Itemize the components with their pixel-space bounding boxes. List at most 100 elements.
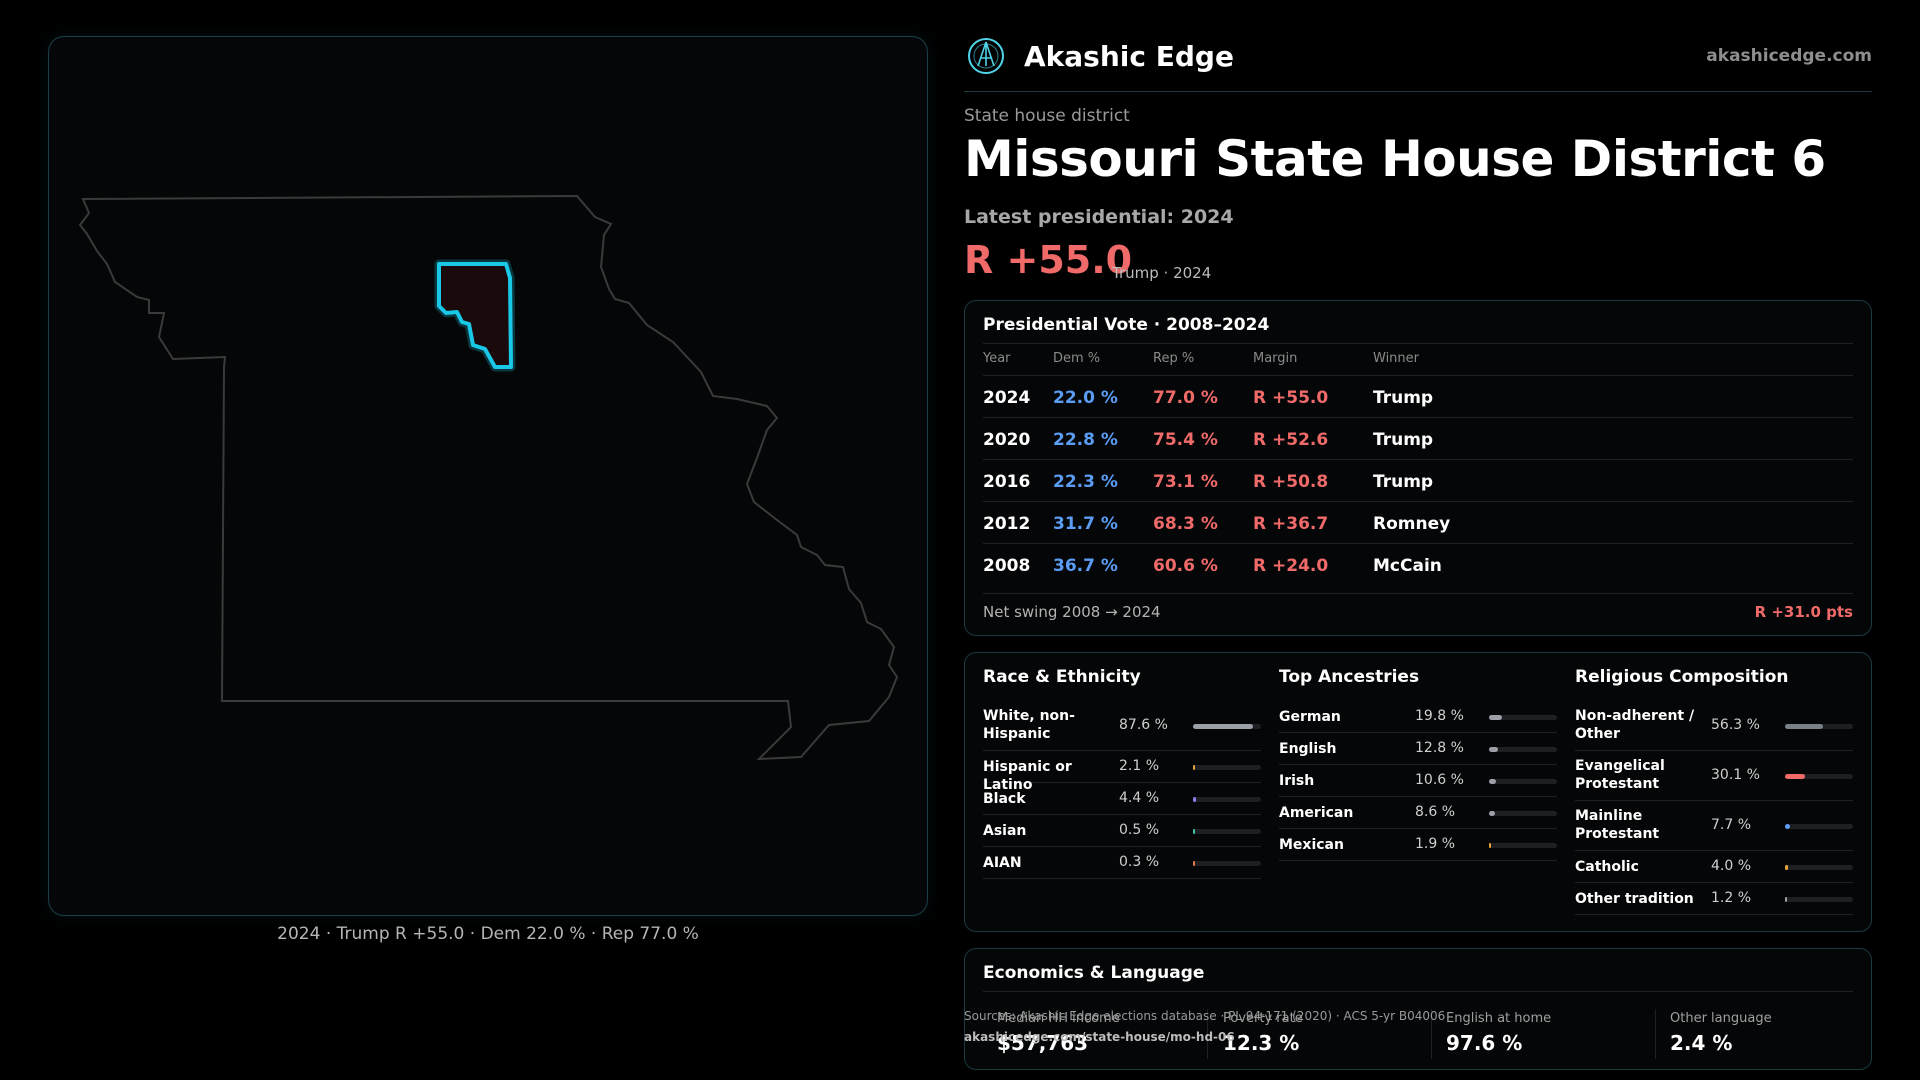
stat-value: $57,763 [997,1031,1089,1055]
percent-bar-fill [1785,824,1791,829]
demographic-label: German [1279,709,1341,725]
district-map[interactable] [48,36,928,916]
stat-value: 12.3 % [1223,1031,1300,1055]
percent-bar-track [1489,747,1557,752]
percent-bar-fill [1489,811,1495,816]
brand-url-link[interactable]: akashicedge.com [1706,46,1872,66]
demographic-percent: 4.0 % [1711,858,1752,874]
percent-bar-track [1489,715,1557,720]
section-title: Race & Ethnicity [983,667,1141,687]
demographic-label: Catholic [1575,859,1639,875]
demographic-row: Other tradition 1.2 % [1575,883,1853,915]
demographic-percent: 2.1 % [1119,758,1160,774]
cell-margin: R +50.8 [1253,472,1329,492]
demographic-percent: 0.5 % [1119,822,1160,838]
cell-year: 2020 [983,430,1031,450]
percent-bar-fill [1489,715,1503,720]
demographic-row: Evangelical Protestant 30.1 % [1575,751,1853,801]
source-url-link[interactable]: akashicedge.com/state-house/mo-hd-06 [964,1030,1235,1044]
percent-bar-fill [1785,897,1787,902]
demographic-row: Asian 0.5 % [983,815,1261,847]
district-type: State house district [964,106,1130,126]
percent-bar-track [1785,897,1853,902]
percent-bar-fill [1785,865,1788,870]
stat-label: English at home [1446,1011,1552,1026]
demographic-label: Black [983,791,1026,807]
percent-bar-track [1785,865,1853,870]
demographic-row: Mexican 1.9 % [1279,829,1557,861]
demographic-row: Hispanic or Latino 2.1 % [983,751,1261,793]
stat-label: Median HH income [997,1011,1120,1026]
percent-bar-track [1489,843,1557,848]
col-header-rep: Rep % [1153,351,1195,366]
divider [983,593,1853,594]
percent-bar-track [1193,765,1261,770]
percent-bar-fill [1193,797,1196,802]
demographic-row: Irish 10.6 % [1279,765,1557,797]
cell-margin: R +24.0 [1253,556,1329,576]
cell-dem: 22.0 % [1053,388,1118,408]
percent-bar-track [1785,774,1853,779]
source-text: Sources: Akashic Edge elections database… [964,1009,1446,1023]
cell-year: 2012 [983,514,1031,534]
cell-year: 2024 [983,388,1031,408]
percent-bar-fill [1193,829,1195,834]
percent-bar-fill [1193,765,1195,770]
table-row: 2008 36.7 % 60.6 % R +24.0 McCain [983,543,1853,585]
brand-header: Akashic Edge akashicedge.com [964,36,1872,92]
page-title: Missouri State House District 6 [964,130,1826,188]
percent-bar-fill [1489,779,1497,784]
cell-winner: Trump [1373,388,1434,408]
cell-rep: 68.3 % [1153,514,1218,534]
cell-dem: 22.3 % [1053,472,1118,492]
demographic-row: AIAN 0.3 % [983,847,1261,879]
cell-year: 2008 [983,556,1031,576]
percent-bar-track [1489,779,1557,784]
demographic-label: Asian [983,823,1027,839]
brand-name[interactable]: Akashic Edge [1024,40,1234,73]
akashic-logo-icon[interactable] [966,36,1006,76]
demographic-row: Non-adherent / Other 56.3 % [1575,701,1853,751]
demographic-percent: 19.8 % [1415,708,1464,724]
demographic-percent: 12.8 % [1415,740,1464,756]
ancestry-section: Top Ancestries German 19.8 % English 12.8 %… [1279,667,1557,861]
cell-rep: 73.1 % [1153,472,1218,492]
net-swing-value: R +31.0 pts [1754,603,1853,621]
demographic-percent: 7.7 % [1711,817,1752,833]
cell-dem: 36.7 % [1053,556,1118,576]
percent-bar-fill [1193,724,1253,729]
cell-rep: 60.6 % [1153,556,1218,576]
table-row: 2024 22.0 % 77.0 % R +55.0 Trump [983,375,1853,417]
divider [983,991,1853,992]
demographic-label: English [1279,741,1337,757]
cell-winner: Trump [1373,472,1434,492]
cell-margin: R +55.0 [1253,388,1329,408]
table-row: 2016 22.3 % 73.1 % R +50.8 Trump [983,459,1853,501]
demographic-label: Non-adherent / Other [1575,708,1695,742]
percent-bar-track [1193,724,1261,729]
demographic-percent: 1.2 % [1711,890,1752,906]
net-swing-label: Net swing 2008 → 2024 [983,603,1161,621]
demographic-percent: 10.6 % [1415,772,1464,788]
stat-label: Poverty rate [1223,1011,1303,1026]
race-ethnicity-section: Race & Ethnicity White, non-Hispanic 87.6… [983,667,1261,879]
stat-value: 2.4 % [1670,1031,1733,1055]
demographic-label: AIAN [983,855,1022,871]
percent-bar-track [1489,811,1557,816]
demographic-row: White, non-Hispanic 87.6 % [983,701,1261,751]
highlighted-district[interactable] [434,259,516,372]
demographic-label: White, non-Hispanic [983,708,1075,742]
card-title: Economics & Language [983,963,1205,983]
demographic-label: Hispanic or Latino [983,759,1072,793]
table-row: 2020 22.8 % 75.4 % R +52.6 Trump [983,417,1853,459]
percent-bar-fill [1785,724,1824,729]
demographic-percent: 4.4 % [1119,790,1160,806]
economics-language-card: Economics & Language Median HH income $5… [964,948,1872,1070]
stat-value: 97.6 % [1446,1031,1523,1055]
percent-bar-track [1785,824,1853,829]
missouri-map [78,194,899,761]
latest-election-label: Latest presidential: 2024 [964,206,1234,228]
section-title: Top Ancestries [1279,667,1420,687]
cell-winner: Trump [1373,430,1434,450]
demographic-row: American 8.6 % [1279,797,1557,829]
